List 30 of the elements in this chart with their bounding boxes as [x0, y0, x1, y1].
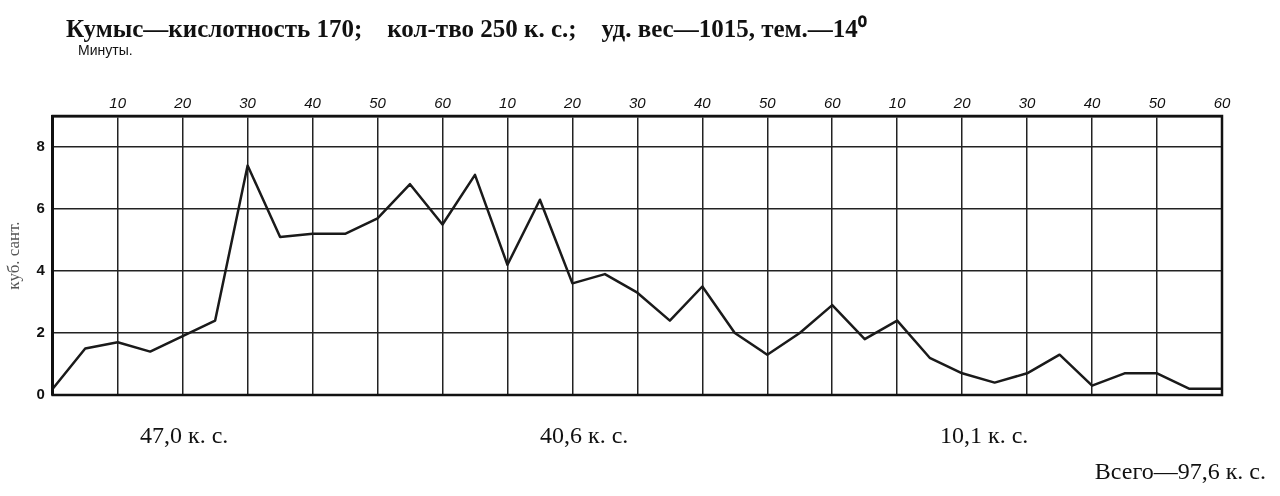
x-tick-label: 20	[563, 94, 582, 112]
x-tick-label: 50	[369, 94, 387, 112]
y-tick-label: 2	[36, 323, 45, 341]
y-axis-title: куб. сант.	[3, 221, 23, 290]
chart-title: Кумыс—кислотность 170; кол-тво 250 к. с.; уд. вес—1015, тем.—14⁰	[66, 14, 867, 44]
y-tick-label: 0	[36, 385, 45, 403]
text: 10,1 к. с.	[940, 422, 1029, 449]
x-tick-label: 50	[1148, 94, 1167, 112]
x-axis-title: Минуты.	[78, 42, 133, 58]
text: Всего—97,6 к. с.	[1094, 458, 1266, 485]
x-tick-label: 30	[629, 94, 647, 112]
x-tick-label: 60	[434, 94, 452, 112]
x-tick-label: 50	[758, 94, 777, 112]
x-tick-label: 60	[1213, 94, 1231, 112]
y-tick-label: 6	[36, 199, 45, 217]
x-tick-label: 20	[173, 94, 192, 112]
x-tick-label: 30	[1018, 94, 1037, 112]
x-tick-label: 40	[693, 94, 712, 112]
x-tick-label: 20	[952, 94, 972, 112]
x-tick-label: 30	[239, 94, 257, 112]
y-tick-label: 8	[36, 137, 45, 155]
x-tick-label: 10	[499, 94, 517, 112]
x-tick-label: 60	[823, 94, 842, 112]
text: 40,6 к. с.	[540, 422, 629, 449]
x-tick-label: 10	[888, 94, 907, 112]
x-tick-label: 40	[304, 94, 322, 112]
x-tick-label: 40	[1083, 94, 1102, 112]
x-tick-label: 10	[109, 94, 127, 112]
y-tick-label: 4	[36, 261, 46, 279]
text: 47,0 к. с.	[140, 422, 229, 449]
